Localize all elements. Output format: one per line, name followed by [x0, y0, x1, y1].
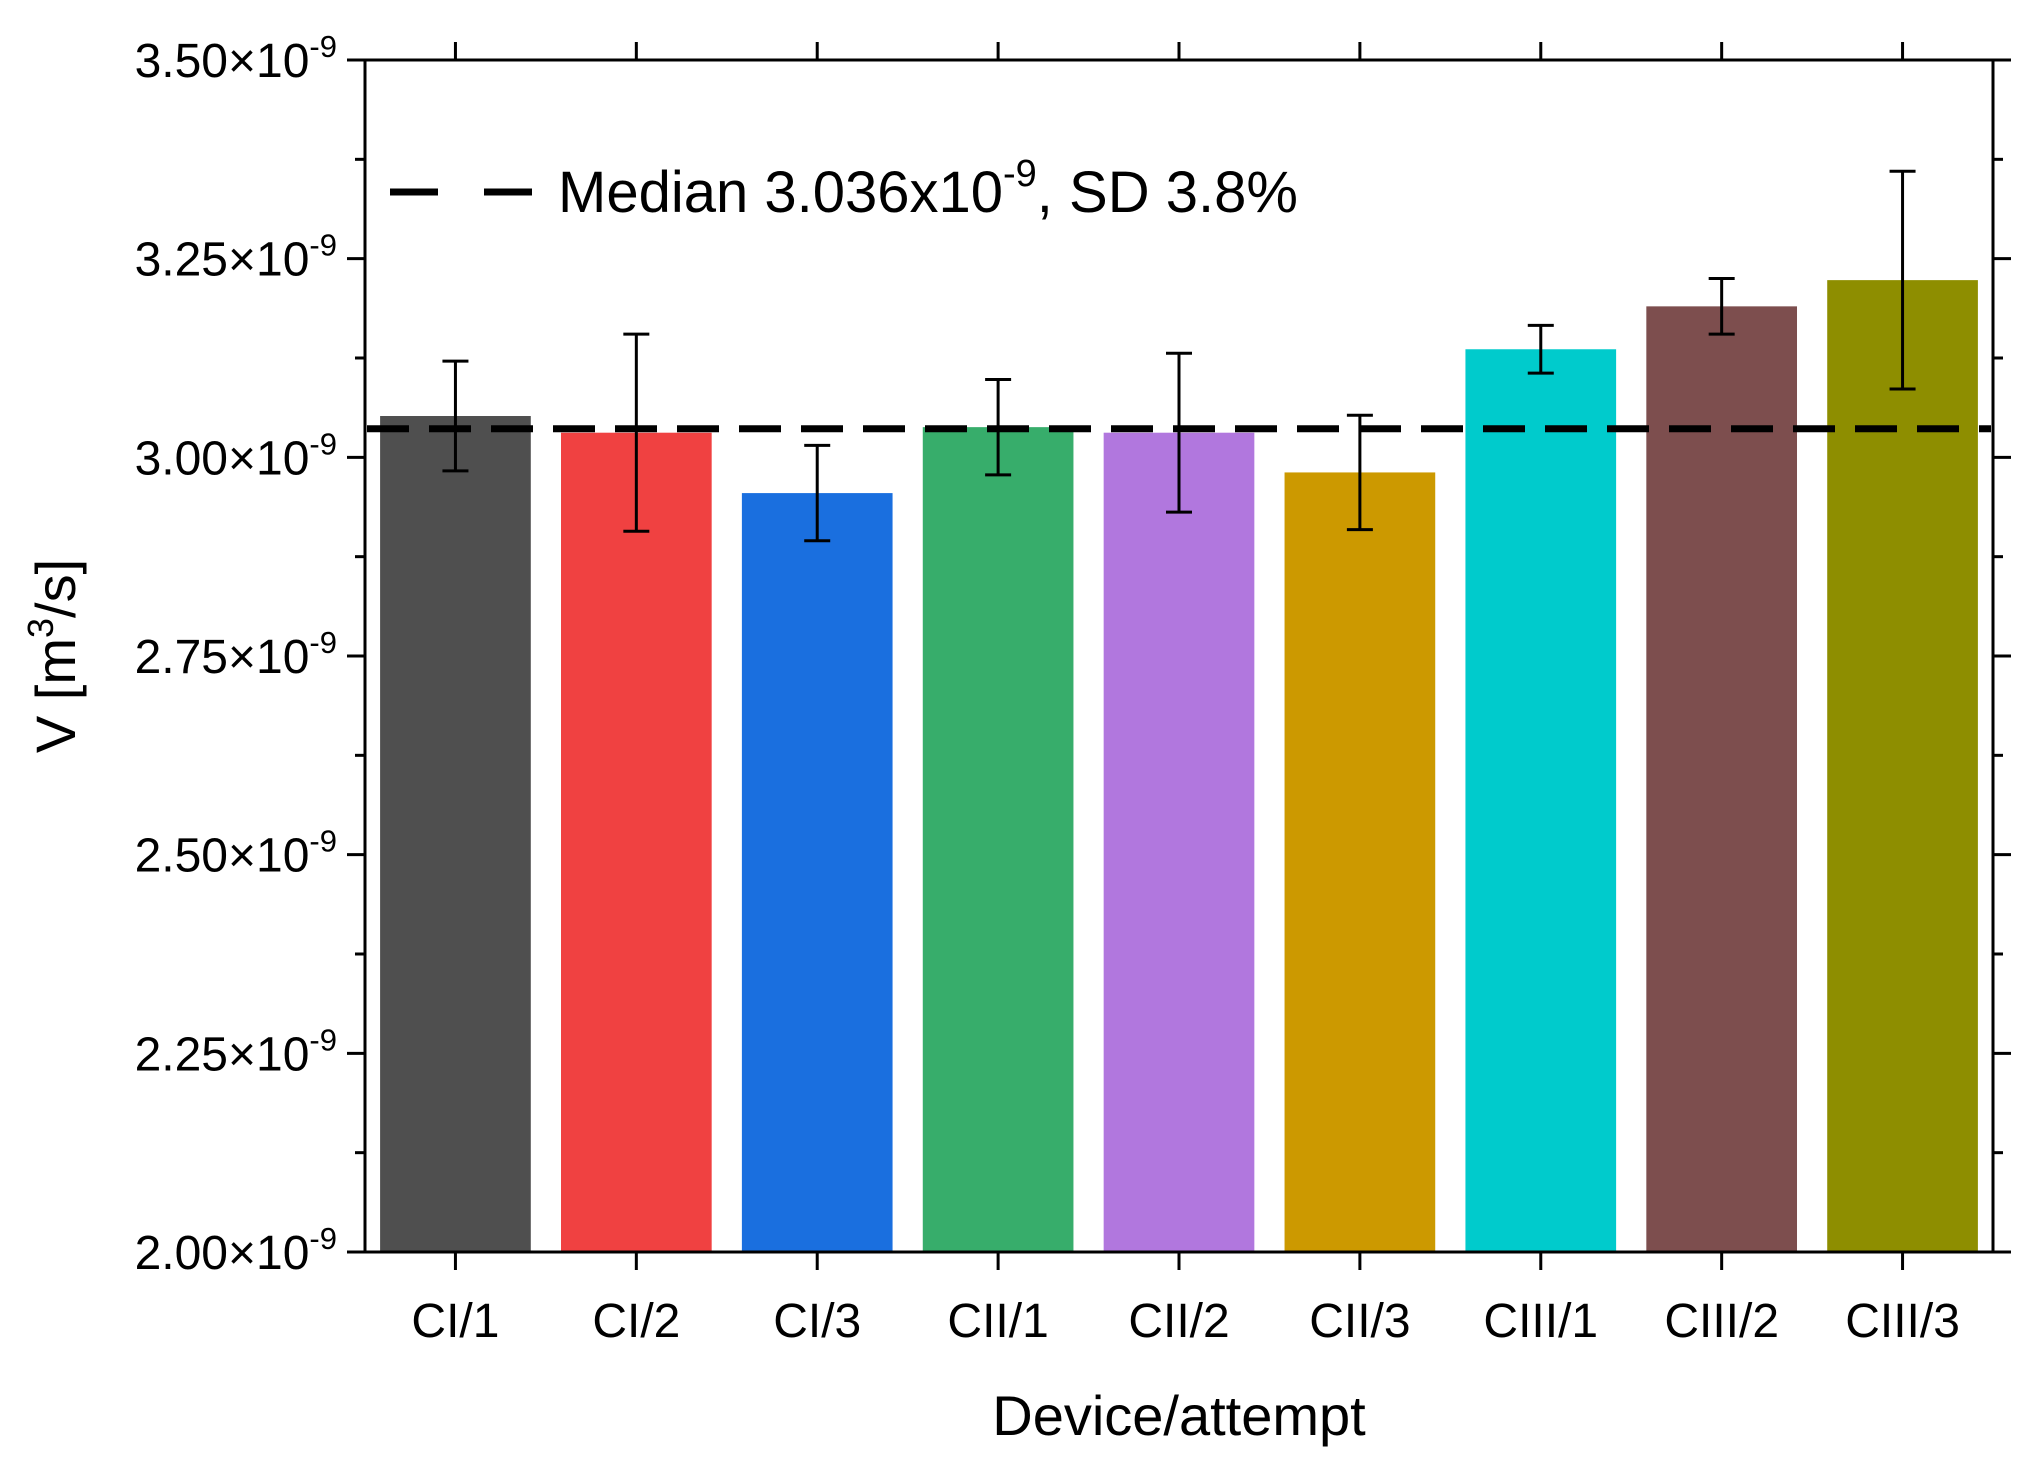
x-tick-label: CII/3	[1309, 1295, 1410, 1348]
legend-text-sup: -9	[1003, 153, 1037, 195]
y-tick-mantissa: 3.25×10	[135, 234, 310, 287]
y-tick-label: 3.50×10-9	[135, 29, 337, 88]
y-axis-title: V [m3/s]	[20, 559, 87, 753]
y-tick-label: 2.25×10-9	[135, 1022, 337, 1081]
legend: Median 3.036x10-9, SD 3.8%	[390, 153, 1298, 225]
y-tick-mantissa: 2.25×10	[135, 1028, 310, 1081]
y-tick-mantissa: 3.00×10	[135, 432, 310, 485]
y-tick-exponent: -9	[309, 29, 337, 64]
bar-cii-1	[922, 427, 1074, 1252]
x-axis-title: Device/attempt	[992, 1384, 1366, 1447]
bar-ciii-1	[1465, 349, 1617, 1252]
x-tick-label: CII/2	[1128, 1295, 1229, 1348]
x-tick-labels: CI/1 CI/2 CI/3 CII/1 CII/2 CII/3 CIII/1 CIII/2 C…	[411, 1295, 1959, 1348]
bar-ciii-2	[1646, 306, 1798, 1252]
legend-text: Median 3.036x10-9, SD 3.8%	[558, 153, 1298, 225]
bar-ci-3	[741, 493, 893, 1252]
y-tick-exponent: -9	[309, 824, 337, 859]
y-tick-label: 2.75×10-9	[135, 625, 337, 684]
y-tick-exponent: -9	[309, 426, 337, 461]
y-tick-label: 2.50×10-9	[135, 824, 337, 883]
error-bars-layer	[442, 169, 1916, 543]
y-tick-exponent: -9	[309, 1022, 337, 1057]
ticks-layer	[347, 42, 2011, 1270]
y-axis-title-suffix: /s]	[24, 559, 87, 618]
y-tick-label: 3.25×10-9	[135, 228, 337, 287]
y-tick-mantissa: 2.75×10	[135, 631, 310, 684]
bar-ciii-3	[1827, 280, 1978, 1252]
y-tick-mantissa: 2.50×10	[135, 830, 310, 883]
y-axis-title-sup: 3	[20, 618, 61, 638]
y-tick-exponent: -9	[309, 1221, 337, 1256]
y-tick-label: 2.00×10-9	[135, 1221, 337, 1280]
y-axis-title-prefix: V [m	[24, 638, 87, 753]
x-tick-label: CIII/2	[1664, 1295, 1779, 1348]
y-tick-exponent: -9	[309, 228, 337, 263]
bar-ci-1	[380, 416, 531, 1252]
y-tick-exponent: -9	[309, 625, 337, 660]
bar-ci-2	[560, 432, 712, 1252]
bars-layer	[380, 280, 1978, 1252]
y-tick-mantissa: 2.00×10	[135, 1227, 310, 1280]
x-tick-label: CII/1	[947, 1295, 1048, 1348]
y-tick-mantissa: 3.50×10	[135, 35, 310, 88]
x-tick-label: CI/3	[773, 1295, 861, 1348]
y-tick-label: 3.00×10-9	[135, 426, 337, 485]
legend-text-tail: , SD 3.8%	[1037, 160, 1298, 225]
x-tick-label: CI/2	[592, 1295, 680, 1348]
legend-text-main: Median 3.036x10	[558, 160, 1003, 225]
x-tick-label: CIII/1	[1483, 1295, 1598, 1348]
x-tick-label: CIII/3	[1845, 1295, 1960, 1348]
bar-cii-2	[1103, 432, 1255, 1252]
y-tick-labels: 2.00×10-92.25×10-92.50×10-92.75×10-93.00…	[135, 29, 337, 1280]
bar-cii-3	[1284, 472, 1436, 1252]
x-tick-label: CI/1	[411, 1295, 499, 1348]
